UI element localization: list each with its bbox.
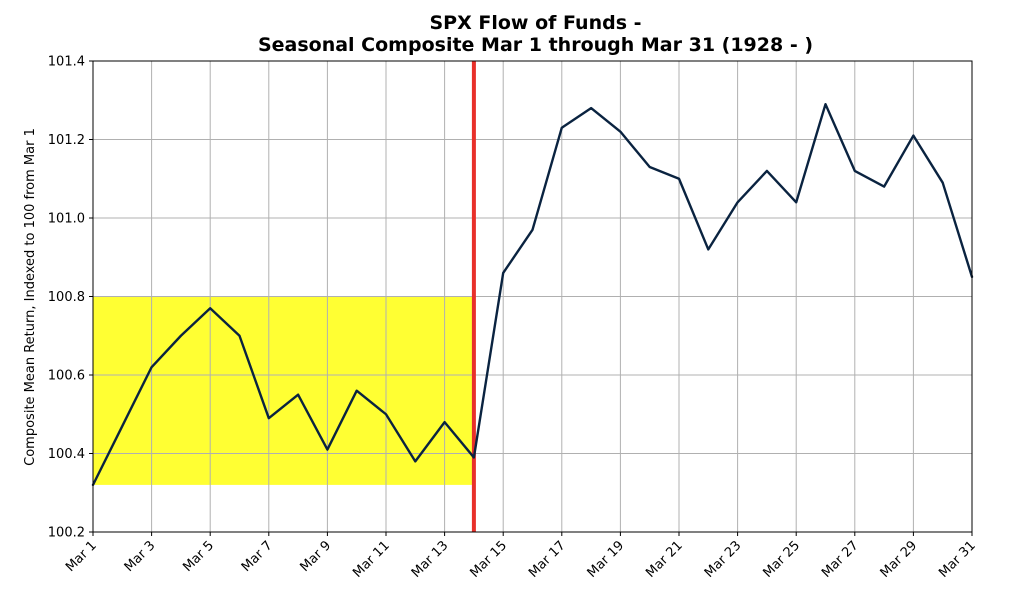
x-tick-label: Mar 21 <box>643 538 686 581</box>
x-tick-label: Mar 25 <box>760 538 803 581</box>
y-tick-label: 100.6 <box>48 369 85 384</box>
y-axis-label: Composite Mean Return, Indexed to 100 fr… <box>23 128 38 466</box>
x-tick-label: Mar 15 <box>467 538 510 581</box>
x-tick-label: Mar 13 <box>409 538 452 581</box>
y-tick-label: 100.4 <box>48 447 85 462</box>
y-tick-label: 100.8 <box>48 290 85 305</box>
y-tick-label: 101.0 <box>48 212 85 227</box>
x-tick-label: Mar 23 <box>702 538 745 581</box>
x-tick-label: Mar 9 <box>298 538 335 575</box>
y-tick-label: 100.2 <box>48 526 85 541</box>
x-tick-label: Mar 17 <box>526 538 569 581</box>
x-tick-label: Mar 1 <box>63 538 100 575</box>
highlight-region <box>93 296 474 485</box>
x-tick-label: Mar 3 <box>122 538 159 575</box>
y-tick-label: 101.4 <box>48 55 85 70</box>
y-tick-label: 101.2 <box>48 133 85 148</box>
x-tick-label: Mar 27 <box>819 538 862 581</box>
x-tick-label: Mar 31 <box>936 538 979 581</box>
series-line <box>91 102 974 487</box>
x-tick-label: Mar 29 <box>878 538 921 581</box>
x-tick-label: Mar 19 <box>585 538 628 581</box>
x-tick-label: Mar 11 <box>350 538 393 581</box>
chart-title: SPX Flow of Funds - Seasonal Composite M… <box>0 12 1011 56</box>
chart-title-line-1: SPX Flow of Funds - <box>429 12 642 34</box>
x-tick-label: Mar 7 <box>239 538 276 575</box>
x-tick-label: Mar 5 <box>180 538 217 575</box>
chart-title-line-2: Seasonal Composite Mar 1 through Mar 31 … <box>257 34 814 56</box>
